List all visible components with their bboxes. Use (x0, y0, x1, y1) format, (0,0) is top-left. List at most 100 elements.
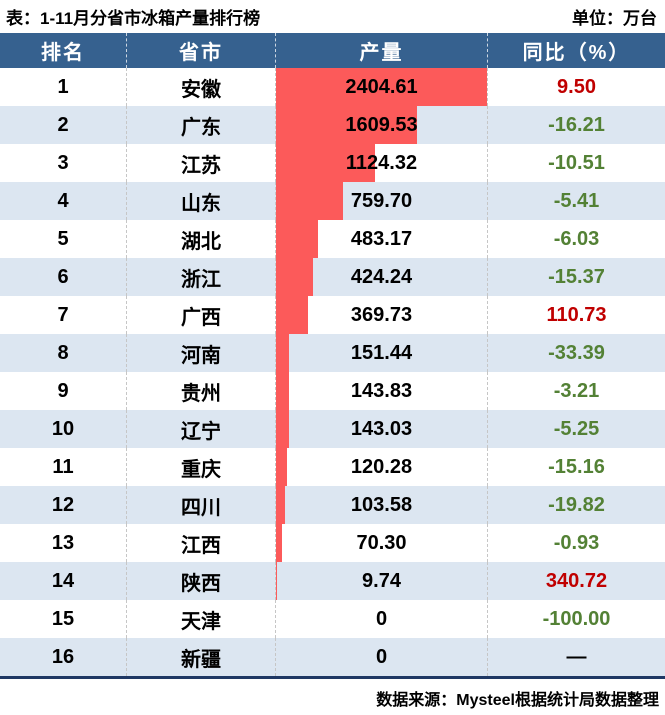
output-cell: 120.28 (276, 448, 488, 486)
yoy-cell: 9.50 (557, 75, 596, 98)
output-cell: 151.44 (276, 334, 488, 372)
yoy-cell: -16.21 (548, 113, 605, 136)
rank-cell: 12 (0, 486, 127, 524)
table-row: 10 辽宁 143.03 -5.25 (0, 410, 665, 448)
rank-cell: 8 (0, 334, 127, 372)
table-row: 1 安徽 2404.61 9.50 (0, 68, 665, 106)
table-row: 8 河南 151.44 -33.39 (0, 334, 665, 372)
output-value: 759.70 (350, 189, 413, 212)
production-bar (276, 334, 290, 372)
province-cell: 陕西 (127, 562, 276, 600)
yoy-cell: -3.21 (553, 379, 600, 402)
production-bar (276, 106, 418, 144)
rank-cell: 14 (0, 562, 127, 600)
yoy-cell: -100.00 (542, 607, 611, 630)
yoy-cell: -6.03 (553, 227, 600, 250)
output-value: 483.17 (350, 227, 413, 250)
table-row: 14 陕西 9.74 340.72 (0, 562, 665, 600)
yoy-cell: — (566, 645, 587, 668)
rank-cell: 5 (0, 220, 127, 258)
rank-cell: 4 (0, 182, 127, 220)
output-value: 70.30 (356, 531, 407, 554)
production-bar (276, 144, 375, 182)
rank-cell: 2 (0, 106, 127, 144)
province-cell: 浙江 (127, 258, 276, 296)
rank-cell: 13 (0, 524, 127, 562)
output-cell: 424.24 (276, 258, 488, 296)
table-row: 6 浙江 424.24 -15.37 (0, 258, 665, 296)
yoy-cell: -10.51 (548, 151, 605, 174)
rank-cell: 16 (0, 638, 127, 676)
production-bar (276, 448, 287, 486)
header-province: 省市 (127, 33, 276, 68)
output-value: 151.44 (350, 341, 413, 364)
header-output: 产量 (276, 33, 488, 68)
title-bar: 表：1-11月分省市冰箱产量排行榜 单位：万台 (0, 0, 665, 33)
table-row: 15 天津 0 -100.00 (0, 600, 665, 638)
province-cell: 江西 (127, 524, 276, 562)
yoy-cell: -0.93 (553, 531, 600, 554)
output-value: 0 (375, 607, 388, 630)
province-cell: 新疆 (127, 638, 276, 676)
yoy-cell: -33.39 (548, 341, 605, 364)
table-row: 12 四川 103.58 -19.82 (0, 486, 665, 524)
province-cell: 天津 (127, 600, 276, 638)
output-value: 424.24 (350, 265, 413, 288)
data-source-note: 数据来源：Mysteel根据统计局数据整理 (376, 692, 659, 709)
province-cell: 四川 (127, 486, 276, 524)
output-value: 2404.61 (345, 75, 418, 98)
bottom-border-rule (0, 676, 665, 679)
table-body: 1 安徽 2404.61 9.50 2 广东 1609.53 -16.21 3 … (0, 68, 665, 676)
table-row: 11 重庆 120.28 -15.16 (0, 448, 665, 486)
table-row: 16 新疆 0 — (0, 638, 665, 676)
output-cell: 1124.32 (276, 144, 488, 182)
header-yoy: 同比（%） (522, 42, 631, 64)
output-cell: 369.73 (276, 296, 488, 334)
yoy-cell: -5.41 (553, 189, 600, 212)
header-rank: 排名 (0, 33, 127, 68)
output-value: 120.28 (350, 455, 413, 478)
output-cell: 0 (276, 600, 488, 638)
production-bar (276, 220, 319, 258)
production-bar (276, 296, 309, 334)
province-cell: 广西 (127, 296, 276, 334)
production-bar (276, 524, 283, 562)
unit-label: 单位：万台 (572, 9, 657, 28)
yoy-cell: -19.82 (548, 493, 605, 516)
output-cell: 0 (276, 638, 488, 676)
yoy-cell: -15.16 (548, 455, 605, 478)
province-cell: 重庆 (127, 448, 276, 486)
output-cell: 143.03 (276, 410, 488, 448)
table-row: 4 山东 759.70 -5.41 (0, 182, 665, 220)
province-cell: 安徽 (127, 68, 276, 106)
output-cell: 103.58 (276, 486, 488, 524)
production-bar (276, 258, 314, 296)
output-value: 143.83 (350, 379, 413, 402)
rank-cell: 11 (0, 448, 127, 486)
table-row: 7 广西 369.73 110.73 (0, 296, 665, 334)
yoy-cell: -15.37 (548, 265, 605, 288)
table-row: 3 江苏 1124.32 -10.51 (0, 144, 665, 182)
production-bar (276, 410, 289, 448)
output-value: 103.58 (350, 493, 413, 516)
output-cell: 483.17 (276, 220, 488, 258)
footer: 数据来源：Mysteel根据统计局数据整理 (0, 679, 665, 715)
production-bar (276, 182, 343, 220)
province-cell: 湖北 (127, 220, 276, 258)
rank-cell: 1 (0, 68, 127, 106)
rank-cell: 15 (0, 600, 127, 638)
production-bar (276, 562, 277, 600)
rank-cell: 10 (0, 410, 127, 448)
rank-cell: 9 (0, 372, 127, 410)
output-cell: 70.30 (276, 524, 488, 562)
output-cell: 1609.53 (276, 106, 488, 144)
table-row: 2 广东 1609.53 -16.21 (0, 106, 665, 144)
output-value: 9.74 (362, 569, 401, 592)
output-value: 0 (375, 645, 388, 668)
output-cell: 759.70 (276, 182, 488, 220)
table-header-row: 排名 省市 产量 同比（%） (0, 33, 665, 68)
province-cell: 山东 (127, 182, 276, 220)
output-value: 1124.32 (345, 151, 418, 174)
production-bar (276, 372, 289, 410)
